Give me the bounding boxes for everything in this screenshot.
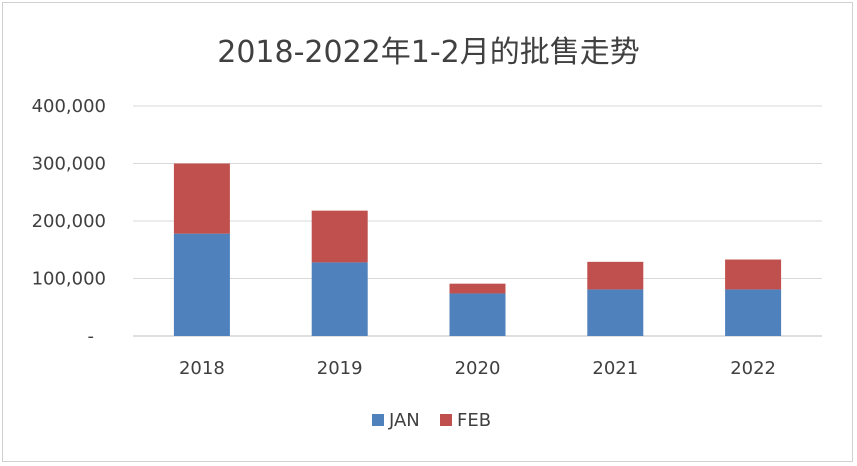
y-tick-label: 100,000 bbox=[32, 269, 106, 290]
bar-feb-2021 bbox=[587, 261, 644, 290]
bar-jan-2019 bbox=[311, 262, 368, 336]
y-tick-label: 400,000 bbox=[32, 96, 106, 117]
x-tick-label: 2018 bbox=[179, 358, 225, 379]
bar-jan-2020 bbox=[449, 293, 506, 336]
bars bbox=[173, 163, 782, 336]
legend-swatch-jan bbox=[372, 414, 384, 426]
y-tick-label: 300,000 bbox=[32, 154, 106, 175]
legend: JAN FEB bbox=[372, 410, 491, 431]
gridlines bbox=[133, 105, 822, 337]
x-axis: 2018 2019 2020 2021 2022 bbox=[179, 358, 776, 379]
legend-label-jan: JAN bbox=[388, 410, 420, 431]
bar-feb-2020 bbox=[449, 283, 506, 294]
bar-jan-2022 bbox=[725, 289, 782, 336]
x-tick-label: 2022 bbox=[730, 358, 776, 379]
legend-label-feb: FEB bbox=[457, 410, 491, 431]
y-tick-label: - bbox=[88, 326, 95, 347]
y-axis: - 100,000 200,000 300,000 400,000 bbox=[32, 96, 106, 347]
x-tick-label: 2019 bbox=[317, 358, 363, 379]
bar-feb-2018 bbox=[173, 163, 230, 234]
bar-jan-2021 bbox=[587, 289, 644, 336]
y-tick-label: 200,000 bbox=[32, 211, 106, 232]
chart-title: 2018-2022年1-2月的批售走势 bbox=[217, 35, 640, 70]
x-tick-label: 2020 bbox=[455, 358, 501, 379]
x-tick-label: 2021 bbox=[592, 358, 638, 379]
bar-jan-2018 bbox=[173, 233, 230, 336]
bar-feb-2022 bbox=[725, 259, 782, 290]
bar-feb-2019 bbox=[311, 210, 368, 263]
legend-swatch-feb bbox=[440, 414, 452, 426]
